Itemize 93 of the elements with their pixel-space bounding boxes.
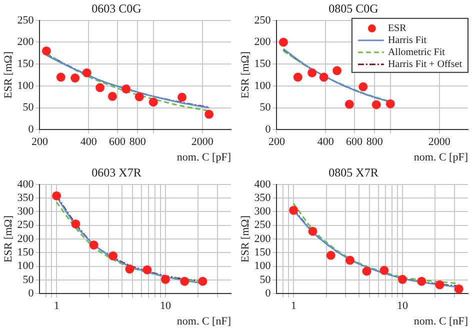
y-tick-label: 150 (254, 58, 272, 70)
y-tick-label: 100 (254, 260, 272, 272)
chart-title: 0603 C0G (92, 1, 142, 16)
x-tick-label: 600 (109, 136, 126, 148)
chart-title: 0805 C0G (328, 1, 379, 16)
y-tick-label: 150 (17, 58, 34, 70)
legend-label: ESR (388, 23, 407, 34)
point (108, 92, 117, 101)
x-tick-label: 2000 (428, 136, 451, 148)
y-tick-label: 400 (254, 178, 272, 190)
y-tick-label: 100 (17, 80, 34, 92)
y-tick-label: 50 (22, 274, 34, 286)
x-tick-label: 800 (129, 136, 146, 148)
point (344, 100, 354, 109)
x-tick-label: 600 (346, 136, 364, 148)
point (89, 240, 98, 250)
y-tick-label: 0 (28, 287, 34, 300)
y-tick-label: 250 (254, 14, 272, 26)
point (326, 250, 336, 260)
y-axis-title: ESR [mΩ] (2, 52, 14, 98)
point (293, 72, 302, 82)
legend-label: Harris Fit + Offset (388, 59, 462, 70)
y-tick-label: 250 (17, 219, 34, 232)
y-tick-label: 350 (254, 192, 272, 204)
y-axis-title: ESR [mΩ] (239, 52, 252, 98)
point (122, 84, 131, 94)
y-axis-title: ESR [mΩ] (239, 216, 252, 262)
y-tick-label: 50 (260, 274, 272, 286)
point (386, 99, 395, 108)
y-tick-label: 100 (254, 80, 272, 92)
y-tick-label: 250 (17, 14, 34, 26)
y-tick-label: 400 (17, 178, 34, 190)
y-tick-label: 300 (17, 206, 34, 218)
x-tick-label: 400 (317, 136, 334, 148)
point (289, 206, 298, 215)
y-tick-label: 250 (254, 219, 272, 232)
y-tick-label: 100 (17, 260, 34, 272)
y-tick-label: 350 (17, 192, 34, 204)
x-tick-label: 10 (396, 300, 408, 312)
x-axis-title: nom. C [nF] (414, 315, 468, 328)
point (52, 191, 62, 200)
point (358, 82, 368, 92)
point (332, 66, 342, 76)
x-axis-title: nom. C [nF] (176, 315, 231, 328)
point (372, 100, 381, 110)
point (142, 265, 152, 274)
point (308, 226, 318, 236)
point (82, 68, 92, 78)
point (398, 274, 407, 284)
y-axis-title: ESR [mΩ] (2, 216, 14, 262)
y-tick-label: 0 (28, 123, 34, 136)
point (346, 256, 355, 265)
y-tick-label: 200 (254, 232, 272, 245)
y-tick-label: 0 (265, 123, 272, 136)
chart-title: 0603 X7R (92, 165, 142, 180)
x-tick-label: 10 (160, 300, 172, 312)
point (278, 38, 288, 47)
y-tick-label: 50 (22, 102, 34, 114)
x-axis-title: nom. C [pF] (414, 151, 468, 164)
point (42, 46, 51, 56)
point (362, 266, 372, 276)
x-tick-label: 1 (290, 300, 296, 312)
x-tick-label: 1 (54, 300, 60, 312)
point (96, 83, 105, 92)
chart-title: 0805 X7R (328, 165, 378, 180)
y-tick-label: 200 (17, 232, 34, 245)
y-tick-label: 200 (17, 36, 34, 48)
point (160, 274, 170, 284)
point (319, 72, 328, 82)
point (56, 72, 66, 82)
point (134, 92, 144, 102)
legend-label: Allometric Fit (388, 47, 446, 58)
x-tick-label: 2000 (191, 136, 214, 148)
y-tick-label: 150 (17, 246, 34, 259)
point (180, 276, 190, 286)
x-tick-label: 800 (366, 136, 384, 148)
x-tick-label: 400 (80, 136, 98, 148)
point (125, 264, 134, 274)
point (71, 219, 80, 228)
point (198, 276, 208, 286)
point (380, 266, 389, 275)
y-tick-label: 50 (260, 102, 272, 114)
point (454, 284, 464, 294)
y-tick-label: 300 (254, 206, 272, 218)
legend-label: Harris Fit (388, 35, 427, 46)
point (108, 251, 118, 260)
point (435, 280, 444, 290)
point (148, 98, 158, 107)
point (417, 276, 426, 286)
x-axis-title: nom. C [pF] (176, 151, 231, 164)
y-tick-label: 0 (265, 287, 272, 300)
y-tick-label: 150 (254, 246, 272, 259)
y-tick-label: 200 (254, 36, 272, 48)
